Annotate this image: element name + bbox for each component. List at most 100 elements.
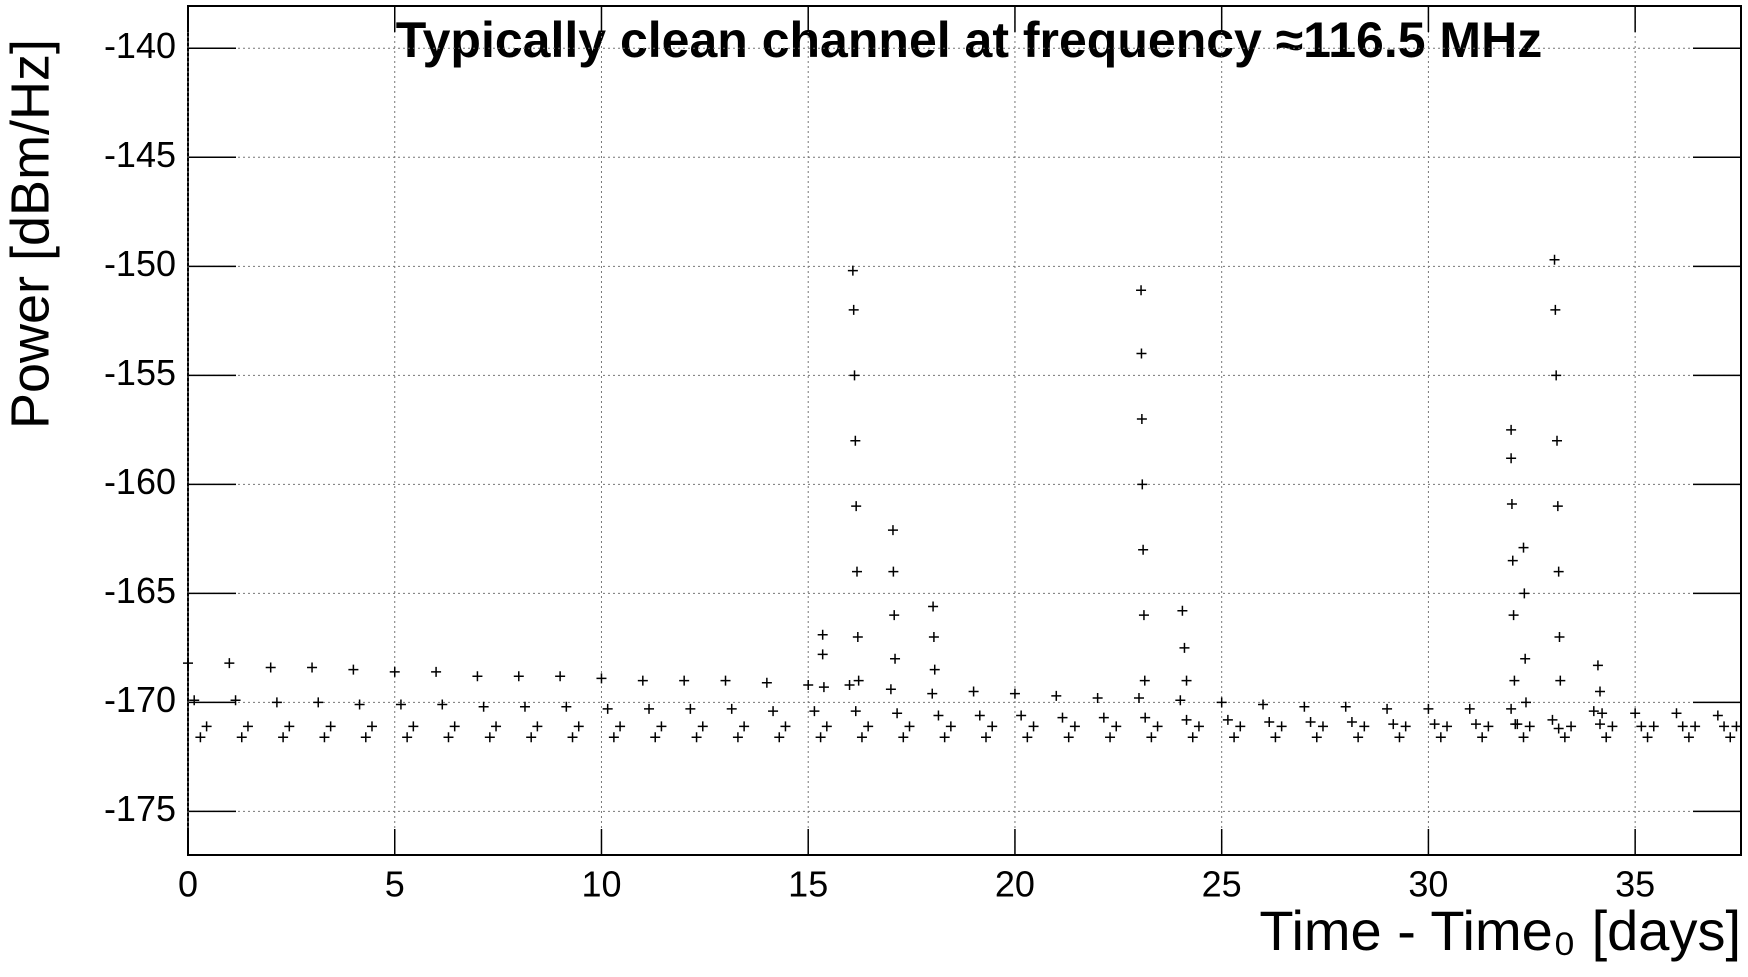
point <box>768 706 779 717</box>
point <box>856 732 867 743</box>
x-tick-label: 30 <box>1408 864 1448 905</box>
point <box>567 732 578 743</box>
point <box>1177 605 1188 616</box>
point <box>1519 588 1530 599</box>
point <box>1551 370 1562 381</box>
point <box>1506 498 1517 509</box>
point <box>1175 695 1186 706</box>
point <box>1193 721 1204 732</box>
x-axis-label: Time - Time₀ [days] <box>1259 899 1741 962</box>
point <box>888 566 899 577</box>
point <box>981 732 992 743</box>
point <box>532 721 543 732</box>
point <box>1057 712 1068 723</box>
point <box>1555 675 1566 686</box>
point <box>1311 732 1322 743</box>
point <box>1630 708 1641 719</box>
point <box>1400 721 1411 732</box>
point <box>1520 653 1531 664</box>
point <box>389 666 400 677</box>
point <box>691 732 702 743</box>
point <box>1553 566 1564 577</box>
point <box>1276 721 1287 732</box>
point <box>774 732 785 743</box>
point <box>928 601 939 612</box>
point <box>929 664 940 675</box>
point <box>809 706 820 717</box>
point <box>1136 285 1147 296</box>
point <box>1022 732 1033 743</box>
point <box>1477 732 1488 743</box>
point <box>889 610 900 621</box>
point <box>354 699 365 710</box>
x-tick-label: 15 <box>788 864 828 905</box>
point <box>602 703 613 714</box>
point <box>1442 721 1453 732</box>
point <box>1394 732 1405 743</box>
point <box>1098 712 1109 723</box>
point <box>892 708 903 719</box>
point <box>1146 732 1157 743</box>
point <box>739 721 750 732</box>
point <box>366 721 377 732</box>
point <box>644 703 655 714</box>
point <box>685 703 696 714</box>
point <box>1566 721 1577 732</box>
point <box>573 721 584 732</box>
point <box>1725 732 1736 743</box>
point <box>1069 721 1080 732</box>
point <box>726 703 737 714</box>
point <box>780 721 791 732</box>
point <box>1299 701 1310 712</box>
point <box>1270 732 1281 743</box>
point <box>1264 717 1275 728</box>
point <box>319 732 330 743</box>
point <box>1552 501 1563 512</box>
point <box>1549 254 1560 265</box>
point <box>1133 693 1144 704</box>
point <box>1597 708 1608 719</box>
point <box>817 649 828 660</box>
point <box>478 701 489 712</box>
point <box>1305 717 1316 728</box>
point <box>1353 732 1364 743</box>
y-tick-label: -145 <box>104 134 176 175</box>
point <box>1636 721 1647 732</box>
point <box>1601 732 1612 743</box>
point <box>1216 697 1227 708</box>
point <box>402 732 413 743</box>
point <box>189 695 200 706</box>
point <box>1111 721 1122 732</box>
point <box>1595 686 1606 697</box>
point <box>1509 675 1520 686</box>
point <box>1136 413 1147 424</box>
point <box>650 732 661 743</box>
point <box>1009 688 1020 699</box>
point <box>242 721 253 732</box>
y-tick-label: -140 <box>104 25 176 66</box>
point <box>1642 732 1653 743</box>
point <box>1359 721 1370 732</box>
point <box>987 721 998 732</box>
x-tick-label: 25 <box>1202 864 1242 905</box>
point <box>1092 693 1103 704</box>
point <box>1063 732 1074 743</box>
point <box>1712 710 1723 721</box>
point <box>1553 723 1564 734</box>
point <box>615 721 626 732</box>
x-tick-label: 10 <box>581 864 621 905</box>
point <box>1588 706 1599 717</box>
point <box>815 732 826 743</box>
point <box>851 566 862 577</box>
point <box>271 697 282 708</box>
y-tick-label: -155 <box>104 352 176 393</box>
point <box>1731 721 1742 732</box>
point <box>1258 699 1269 710</box>
point <box>230 695 241 706</box>
point <box>1683 732 1694 743</box>
point <box>1483 721 1494 732</box>
point <box>360 732 371 743</box>
point <box>1388 719 1399 730</box>
point <box>348 664 359 675</box>
point <box>1181 675 1192 686</box>
